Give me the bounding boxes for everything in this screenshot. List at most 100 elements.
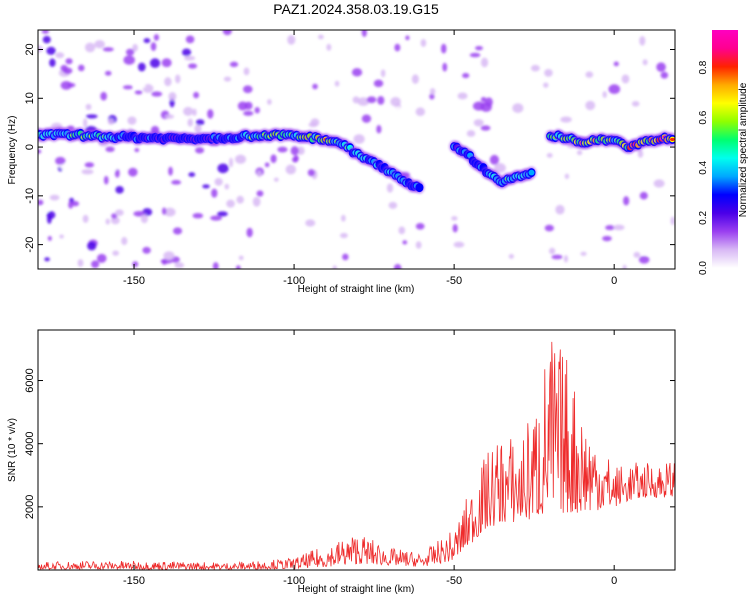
spectrogram-noise-blob <box>254 106 260 114</box>
spectrogram-noise-blob <box>228 157 234 168</box>
spectrogram-noise-blob <box>194 124 202 134</box>
snr-frame <box>37 329 676 571</box>
spectrogram-noise-blob <box>87 241 97 251</box>
spectrogram-noise-blob <box>60 81 72 90</box>
spectrogram-noise-blob <box>405 35 410 41</box>
spectrogram-noise-blob <box>226 199 235 208</box>
spectrogram-noise-blob <box>49 58 56 68</box>
spectrogram-noise-blob <box>137 62 146 72</box>
spectrogram-noise-blob <box>415 107 426 117</box>
spectrogram-noise-blob <box>104 70 112 76</box>
colorbar-tick-label: 0.4 <box>698 160 709 174</box>
spectrogram-noise-blob <box>188 63 198 69</box>
spectrogram-x-label: Height of straight line (km) <box>298 284 415 295</box>
spectrogram-noise-blob <box>480 57 489 68</box>
spectrogram-noise-blob <box>174 262 185 269</box>
spectrogram-noise-blob <box>59 234 64 239</box>
spectrogram-noise-blob <box>307 169 315 177</box>
colorbar-tick-label: 0.8 <box>698 60 709 74</box>
spectrogram-y-label: Frequency (Hz) <box>7 116 18 185</box>
spectrogram-y-tick-label: -10 <box>24 188 36 204</box>
spectrogram-noise-blob <box>453 241 465 248</box>
spectrogram-noise-blob <box>551 254 563 260</box>
spectrogram-noise-blob <box>342 253 349 261</box>
spectrogram-noise-blobs <box>38 30 675 269</box>
spectrogram-noise-blob <box>164 77 172 87</box>
spectrogram-noise-blob <box>38 45 43 53</box>
spectrogram-noise-blob <box>210 215 223 221</box>
spectrogram-noise-blob <box>489 154 500 165</box>
colorbar-ticks: 0.0 0.2 0.4 0.6 0.8 <box>698 60 709 275</box>
spectrogram-noise-blob <box>560 116 572 123</box>
spectrogram-noise-blob <box>440 43 447 54</box>
spectrogram-noise-blob <box>38 199 44 206</box>
spectrogram-noise-blob <box>121 237 128 246</box>
spectrogram-noise-blob <box>585 100 596 111</box>
spectrogram-noise-blob <box>134 90 143 95</box>
spectrogram-noise-blob <box>429 93 435 100</box>
spectrogram-noise-blob <box>637 149 644 158</box>
spectrogram-noise-blob <box>105 162 118 172</box>
spectrogram-noise-blob <box>480 96 487 103</box>
spectrogram-noise-blob <box>46 214 52 224</box>
spectrogram-noise-blob <box>243 110 254 116</box>
spectrogram-noise-blob <box>163 251 175 261</box>
spectrogram-noise-blob <box>81 169 94 175</box>
spectrogram-noise-blob <box>187 118 194 127</box>
spectrogram-noise-blob <box>193 91 200 99</box>
spectrogram-noise-blob <box>115 209 124 216</box>
spectrogram-noise-blob <box>352 96 360 104</box>
spectrogram-y-tick-label: 20 <box>24 43 36 55</box>
spectrogram-noise-blob <box>246 227 253 238</box>
spectrogram-noise-blob <box>386 183 394 193</box>
spectrogram-noise-blob <box>457 92 468 100</box>
spectrogram-noise-blob <box>473 119 484 127</box>
spectrogram-noise-blob <box>548 247 556 255</box>
snr-plot-area <box>38 330 675 570</box>
snr-y-tick-label: 6000 <box>24 368 36 392</box>
spectrogram-noise-blob <box>192 212 204 219</box>
spectrogram-noise-blob <box>173 227 183 235</box>
snr-panel: -150 -100 -50 0 2000 4000 6000 Height of stra… <box>7 329 676 595</box>
spectrogram-noise-blob <box>211 188 218 198</box>
spectrogram-noise-blob <box>564 173 570 180</box>
spectrogram-noise-blob <box>237 101 248 111</box>
spectrogram-noise-blob <box>235 265 241 269</box>
spectrogram-noise-blob <box>402 240 408 245</box>
spectrogram-noise-blob <box>183 106 194 116</box>
spectrogram-x-tick-label: -100 <box>283 275 305 287</box>
spectrogram-noise-blob <box>377 95 385 105</box>
spectrogram-noise-blob <box>195 147 205 154</box>
spectrogram-noise-blob <box>168 92 177 101</box>
colorbar-bar <box>712 30 738 268</box>
spectrogram-y-tick-label: 0 <box>24 144 36 150</box>
spectrogram-noise-blob <box>142 246 151 254</box>
spectrogram-noise-blob <box>555 159 561 166</box>
spectrogram-noise-blob <box>411 74 419 84</box>
snr-x-tick-label: -150 <box>123 575 145 587</box>
spectrogram-x-tick-label: -150 <box>123 275 145 287</box>
spectrogram-noise-blob <box>46 46 56 55</box>
colorbar: 0.0 0.2 0.4 0.6 0.8 Normalized spectral ampl… <box>698 30 749 275</box>
spectrogram-y-ticks: -20 -10 0 10 20 <box>24 43 675 253</box>
spectrogram-noise-blob <box>182 48 192 57</box>
snr-y-label: SNR (10 * v/v) <box>7 418 18 482</box>
spectrogram-noise-blob <box>123 55 135 65</box>
spectrogram-noise-blob <box>184 55 196 61</box>
spectrogram-noise-blob <box>318 34 324 40</box>
colorbar-label: Normalized spectral amplitude <box>738 82 749 217</box>
spectrogram-noise-blob <box>494 162 506 173</box>
spectrogram-noise-blob <box>621 74 630 84</box>
spectrogram-noise-blob <box>82 214 89 223</box>
spectrogram-noise-blob <box>576 150 583 156</box>
spectrogram-noise-blob <box>149 58 161 68</box>
spectrogram-noise-blob <box>380 69 386 78</box>
spectrogram-noise-blob <box>466 130 476 137</box>
spectrogram-noise-blob <box>403 103 408 112</box>
spectrogram-noise-blob <box>150 42 157 51</box>
snr-x-label: Height of straight line (km) <box>298 584 415 595</box>
spectrogram-noise-blob <box>639 248 652 256</box>
spectrogram-noise-blob <box>112 250 120 256</box>
